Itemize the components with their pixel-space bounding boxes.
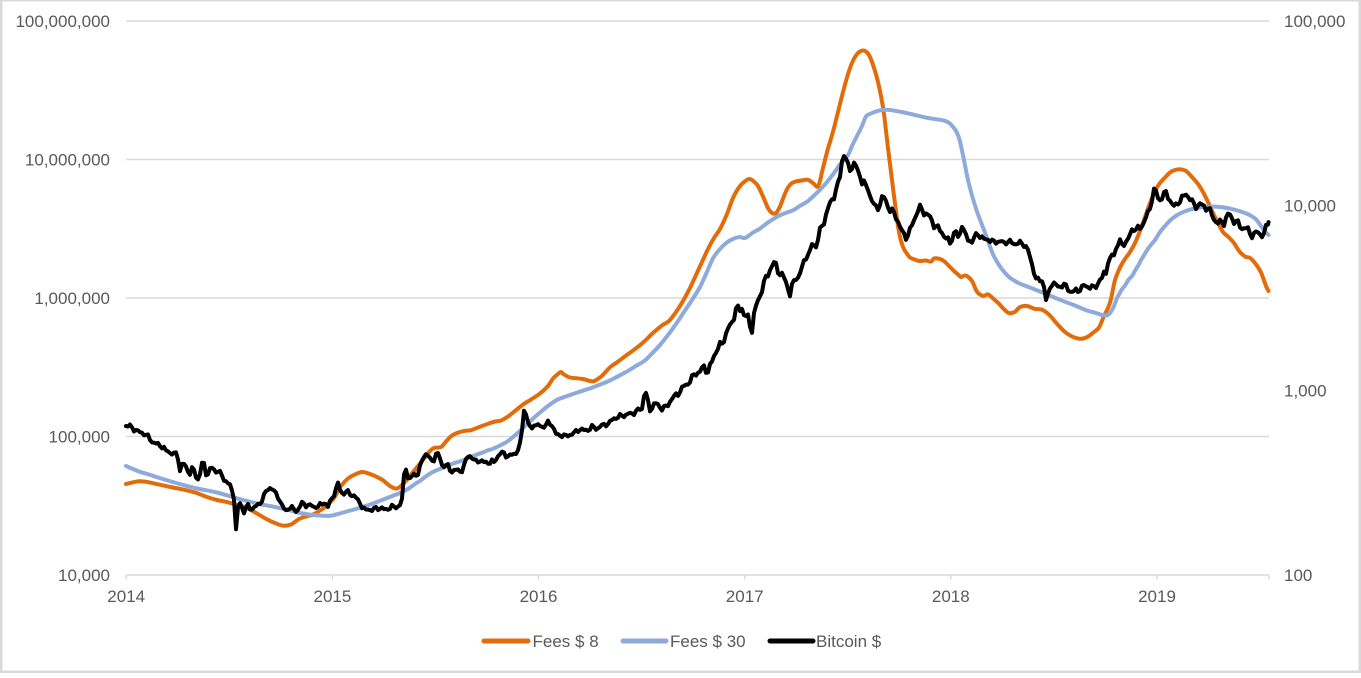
svg-text:100,000: 100,000 (49, 428, 110, 447)
svg-text:100: 100 (1284, 566, 1312, 585)
svg-text:100,000: 100,000 (1284, 12, 1345, 31)
svg-text:Fees $ 30: Fees $ 30 (670, 632, 746, 651)
svg-text:2018: 2018 (932, 587, 970, 606)
svg-text:10,000: 10,000 (1284, 197, 1336, 216)
svg-text:2017: 2017 (726, 587, 764, 606)
svg-text:2019: 2019 (1138, 587, 1176, 606)
svg-text:1,000,000: 1,000,000 (34, 289, 110, 308)
svg-text:Fees $ 8: Fees $ 8 (533, 632, 599, 651)
svg-text:10,000,000: 10,000,000 (25, 151, 110, 170)
svg-text:2014: 2014 (107, 587, 145, 606)
svg-text:Bitcoin $: Bitcoin $ (816, 632, 882, 651)
svg-text:10,000: 10,000 (58, 566, 110, 585)
svg-text:2015: 2015 (313, 587, 351, 606)
svg-text:100,000,000: 100,000,000 (15, 12, 110, 31)
svg-text:1,000: 1,000 (1284, 381, 1327, 400)
svg-text:2016: 2016 (520, 587, 558, 606)
